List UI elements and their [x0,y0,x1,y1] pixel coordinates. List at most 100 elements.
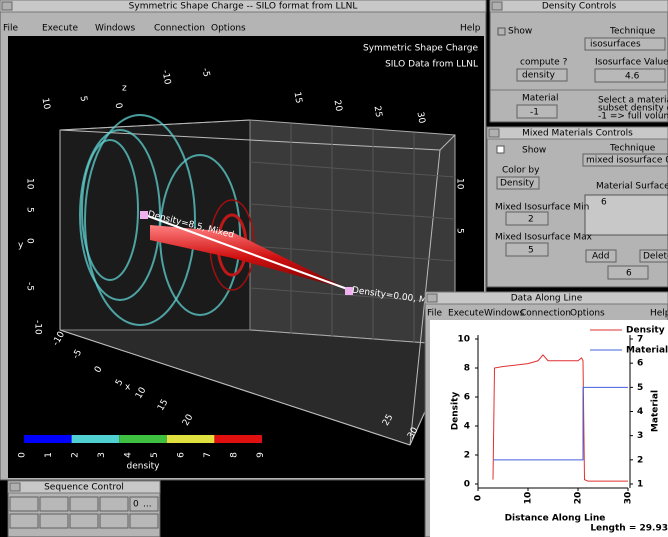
checkbox [498,28,505,35]
dropdown-value[interactable]: mixed isosurface 0.5 [586,156,668,166]
y-tick-label: 6 [464,393,470,403]
toolbar-button[interactable] [130,514,158,528]
window-title: Density Controls [542,2,617,12]
colorbar-label: 4 [124,452,134,458]
axis-tick-label: 15 [292,91,304,104]
menu-item[interactable]: Windows [95,24,135,34]
label: Material [522,94,559,104]
y-tick-label: 8 [464,364,470,374]
button-label[interactable]: Add [592,252,609,262]
window-title: Data Along Line [511,294,583,304]
axis-tick-label: 10 [40,97,52,110]
axis-title: Material [651,390,661,432]
y2-tick-label: 5 [637,383,643,393]
toolbar-button[interactable] [40,514,68,528]
window-title: Sequence Control [44,483,124,493]
colorbar-label: 9 [256,452,266,458]
overlay-text: Symmetric Shape Charge [363,44,478,54]
spin-value: -1 [530,108,539,118]
toolbar-button[interactable] [100,514,128,528]
colorbar-label: 1 [44,452,54,458]
y-tick-label: 4 [464,422,470,432]
spin-value: 5 [528,246,534,256]
colorbar-label: 2 [71,452,81,458]
back-plane [250,120,455,345]
menu-item[interactable]: File [427,309,443,319]
colorbar-title: density [127,462,161,472]
colorbar-label: 7 [203,452,213,458]
dropdown-value[interactable]: density [522,71,556,81]
y2-tick-label: 1 [637,480,643,490]
legend-label: Material [626,346,668,356]
menu-item[interactable]: Connection [154,24,205,34]
menu-item[interactable]: Help [460,24,481,34]
y2-tick-label: 6 [637,359,643,369]
more-indicator: ... [143,500,152,510]
list-box [585,195,668,235]
page: {"main_window":{"title":"Symmetric Shape… [0,0,668,537]
axis-tick-label: 20 [332,99,344,112]
axis-title: Distance Along Line [505,514,606,524]
y-tick-label: 10 [457,335,470,345]
spin-box[interactable] [506,243,548,256]
menu-item[interactable]: File [3,24,19,34]
checkbox-label[interactable]: Show [522,146,546,156]
spin-box[interactable] [506,212,548,225]
label: Material Surfaces [596,182,668,192]
window-menu-button [2,2,12,10]
toolbar-button[interactable] [10,497,38,511]
colorbar-segment [72,435,120,443]
y2-tick-label: 3 [637,431,643,441]
window-menu-button [492,2,502,10]
menu-item[interactable]: Options [570,309,605,319]
menu-item[interactable]: Windows [484,309,524,319]
x-tick-label: 0 [474,495,484,501]
x-tick-label: 30 [624,492,634,505]
colorbar-segment [167,435,215,443]
spin-value: 4.6 [625,72,640,82]
toolbar-button[interactable] [10,514,38,528]
toolbar-button[interactable] [40,497,68,511]
overlay-text: SILO Data from LLNL [385,60,478,70]
frame-number: 0 [133,500,139,510]
button-label[interactable]: Delete [643,252,668,262]
toolbar-button[interactable] [100,497,128,511]
dropdown-value[interactable]: isosurfaces [590,40,641,50]
axis-label: x [125,383,131,393]
label: Isosurface Value [595,58,668,68]
colorbar-label: 8 [230,452,240,458]
axis-label: y [18,241,24,251]
axis-tick-label: 5 [25,207,35,213]
dropdown-value[interactable]: Density [500,179,535,189]
spin-value: 6 [626,269,632,279]
checkbox [497,146,504,153]
colorbar-segment [214,435,262,443]
window-title: Symmetric Shape Charge -- SILO format fr… [129,2,358,12]
menu-item[interactable]: Help [650,309,668,319]
axis-tick-label: 25 [372,105,384,118]
axis-tick-label: 0 [25,238,35,244]
axis-tick-label: 10 [455,178,465,190]
colorbar-label: 0 [18,452,28,458]
x-tick-label: 20 [574,492,584,505]
checkbox-label[interactable]: Show [508,27,532,37]
y-tick-label: 0 [464,480,470,490]
toolbar-button[interactable] [70,514,98,528]
help-text: -1 => full volume [598,112,668,122]
y2-tick-label: 4 [637,407,643,417]
menu-item[interactable]: Options [211,24,246,34]
axis-tick-label: 5 [455,228,465,234]
window-menu-button [427,294,437,302]
colorbar-label: 6 [177,452,187,458]
menu-item[interactable]: Connection [520,309,571,319]
toolbar-button[interactable] [70,497,98,511]
window-menu-button [10,483,20,491]
menu-item[interactable]: Execute [448,309,484,319]
annotation: Length = 29.93 [590,524,668,534]
axis-tick-label: 30 [415,111,427,124]
menu-item[interactable]: Execute [42,24,78,34]
list-item[interactable]: 6 [601,198,607,208]
axis-tick-label: -5 [200,67,211,78]
axis-tick-label: 10 [25,178,35,190]
y2-tick-label: 7 [637,335,643,345]
